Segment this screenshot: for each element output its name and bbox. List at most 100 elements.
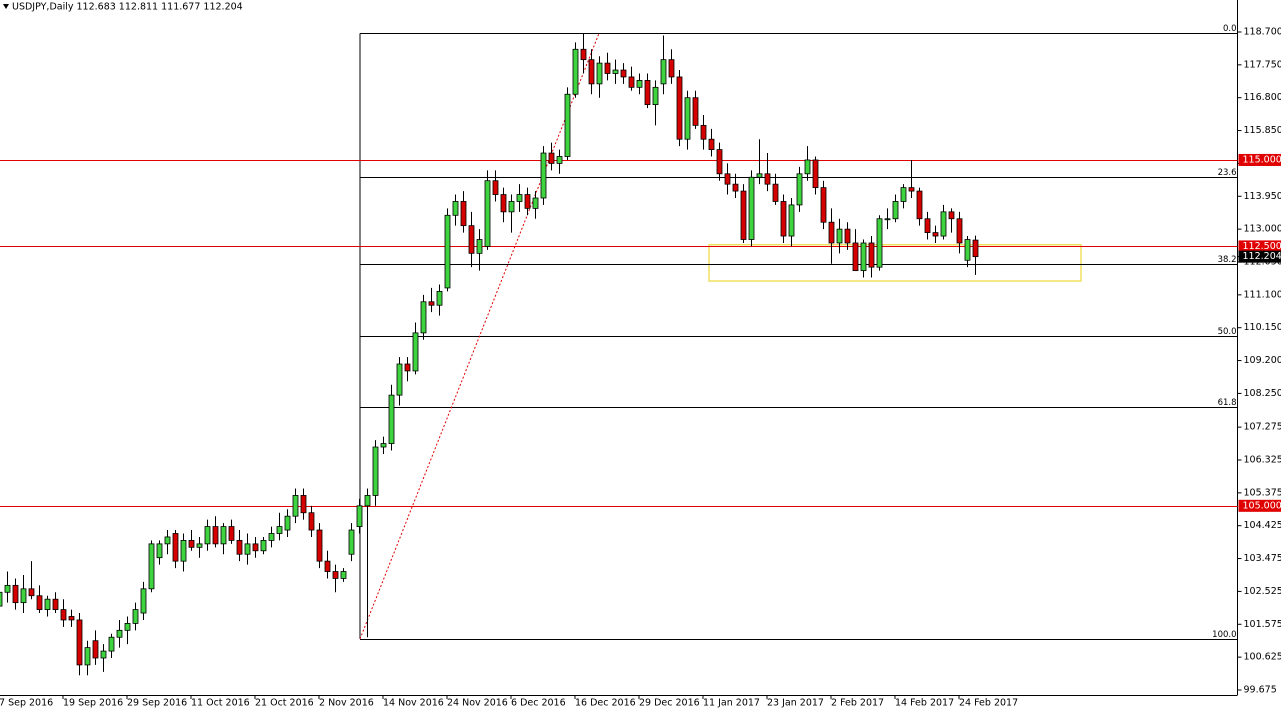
fib-label: 0.0 [1223,24,1237,34]
candle-body [580,48,587,61]
candle-body [276,526,283,534]
candle-body [252,543,259,552]
support-zone [708,243,1082,282]
candle-body [500,194,507,213]
y-tick-label: 109.200 [1244,355,1281,366]
y-tick-label: 108.250 [1244,388,1281,399]
candle-body [708,138,715,150]
candle-body [716,149,723,175]
candle-body [108,636,115,652]
candle-body [356,505,363,527]
candle-body [420,301,427,334]
candle-body [292,495,299,517]
candle-body [692,97,699,126]
candle-body [948,211,955,220]
candle-body [116,629,123,638]
x-tick-label: 14 Feb 2017 [895,698,954,709]
y-tick-label: 113.000 [1244,224,1281,235]
candle-body [524,194,531,209]
candle-body [572,48,579,95]
candle-body [940,211,947,237]
candle-body [428,301,435,306]
candle-body [548,152,555,164]
candle-body [460,201,467,227]
y-tick-label: 103.475 [1244,553,1281,564]
candle-body [92,640,99,659]
x-tick-label: 21 Oct 2016 [255,698,314,709]
y-tick-label: 118.700 [1244,26,1281,37]
candle-body [340,571,347,579]
candle-body [284,515,291,531]
candle-body [748,176,755,240]
candle-body [260,540,267,552]
candle-body [0,591,3,607]
candle-body [700,124,707,140]
candle-body [268,533,275,541]
candle-body [740,190,747,240]
candle-body [100,650,107,659]
candle-body [772,183,779,202]
x-tick-label: 16 Dec 2016 [575,698,636,709]
candle-body [604,62,611,74]
candle-body [300,495,307,514]
candle-body [412,332,419,372]
candle-body [68,616,75,621]
candle-body [644,80,651,106]
candle-body [780,201,787,237]
last-price-label: 112.204 [1243,251,1281,262]
y-tick-label: 100.625 [1244,652,1281,663]
candle-body [12,584,19,604]
candle-body [820,187,827,223]
candle-body [164,536,171,545]
candle-body [348,529,355,555]
candle-body [364,495,371,507]
candle-body [180,540,187,562]
candle-body [444,214,451,289]
candle-body [228,526,235,541]
price-box-label: 105.000 [1243,500,1281,511]
candle-body [788,204,795,237]
candle-body [124,623,131,631]
candle-body [4,584,11,593]
candle-body [476,239,483,254]
candle-body [596,62,603,85]
candle-body [380,443,387,448]
candle-body [620,69,627,78]
y-tick-label: 106.325 [1244,454,1281,465]
candle-body [44,598,51,610]
candle-body [828,221,835,244]
candle-body [332,571,339,579]
candle-body [196,543,203,548]
x-tick-label: 2 Feb 2017 [831,698,884,709]
candle-body [324,560,331,572]
y-tick-label: 113.950 [1244,191,1281,202]
candle-body [684,97,691,140]
candle-body [36,595,43,610]
price-box-label: 115.000 [1243,154,1281,165]
fib-label: 23.6 [1218,168,1237,178]
candle-body [20,588,27,604]
candle-body [508,201,515,213]
candle-body [660,59,667,85]
candle-body [148,543,155,590]
y-tick-label: 104.425 [1244,520,1281,531]
fib-trendline [359,33,600,640]
candle-body [556,156,563,164]
candle-body [516,194,523,202]
candle-body [60,609,67,621]
candle-body [492,180,499,195]
y-tick-label: 105.375 [1244,487,1281,498]
candle-body [916,190,923,220]
candle-body [972,239,979,258]
candle-body [532,197,539,209]
candle-body [372,446,379,496]
candle-body [636,80,643,88]
candle-body [852,242,859,272]
candle-body [156,543,163,559]
fib-label: 61.8 [1218,398,1237,408]
x-tick-label: 11 Jan 2017 [703,698,760,709]
x-tick-label: 23 Jan 2017 [767,698,824,709]
candle-body [468,225,475,254]
candle-body [652,86,659,106]
